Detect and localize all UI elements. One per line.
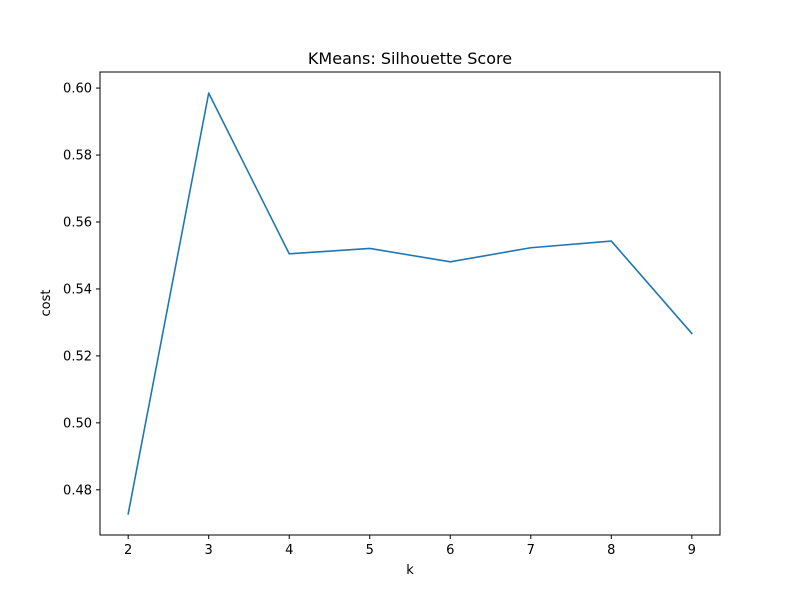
axes-frame [99,71,721,536]
x-tick-label-5: 5 [366,543,374,558]
plot-area: 2 3 4 5 6 7 8 9 0.48 0.50 0.52 0.54 0.56 0.58 0.60 [63,71,721,558]
y-tick-label-0.56: 0.56 [63,215,92,230]
x-tick-label-2: 2 [124,543,132,558]
y-tick-label-0.50: 0.50 [63,416,92,431]
y-tick-label-0.48: 0.48 [63,483,92,498]
x-axis-label: k [406,563,414,578]
x-tick-label-7: 7 [527,543,535,558]
y-tick-label-0.60: 0.60 [63,82,92,97]
y-tick-label-0.52: 0.52 [63,349,92,364]
y-axis-label: cost [39,290,54,317]
x-tick-label-9: 9 [688,543,696,558]
chart-title: KMeans: Silhouette Score [308,49,512,68]
x-tick-label-8: 8 [607,543,615,558]
x-tick-label-4: 4 [285,543,293,558]
y-tick-label-0.58: 0.58 [63,149,92,164]
x-tick-label-6: 6 [446,543,454,558]
x-tick-label-3: 3 [205,543,213,558]
y-tick-label-0.54: 0.54 [63,282,92,297]
series-line-0 [127,92,693,515]
